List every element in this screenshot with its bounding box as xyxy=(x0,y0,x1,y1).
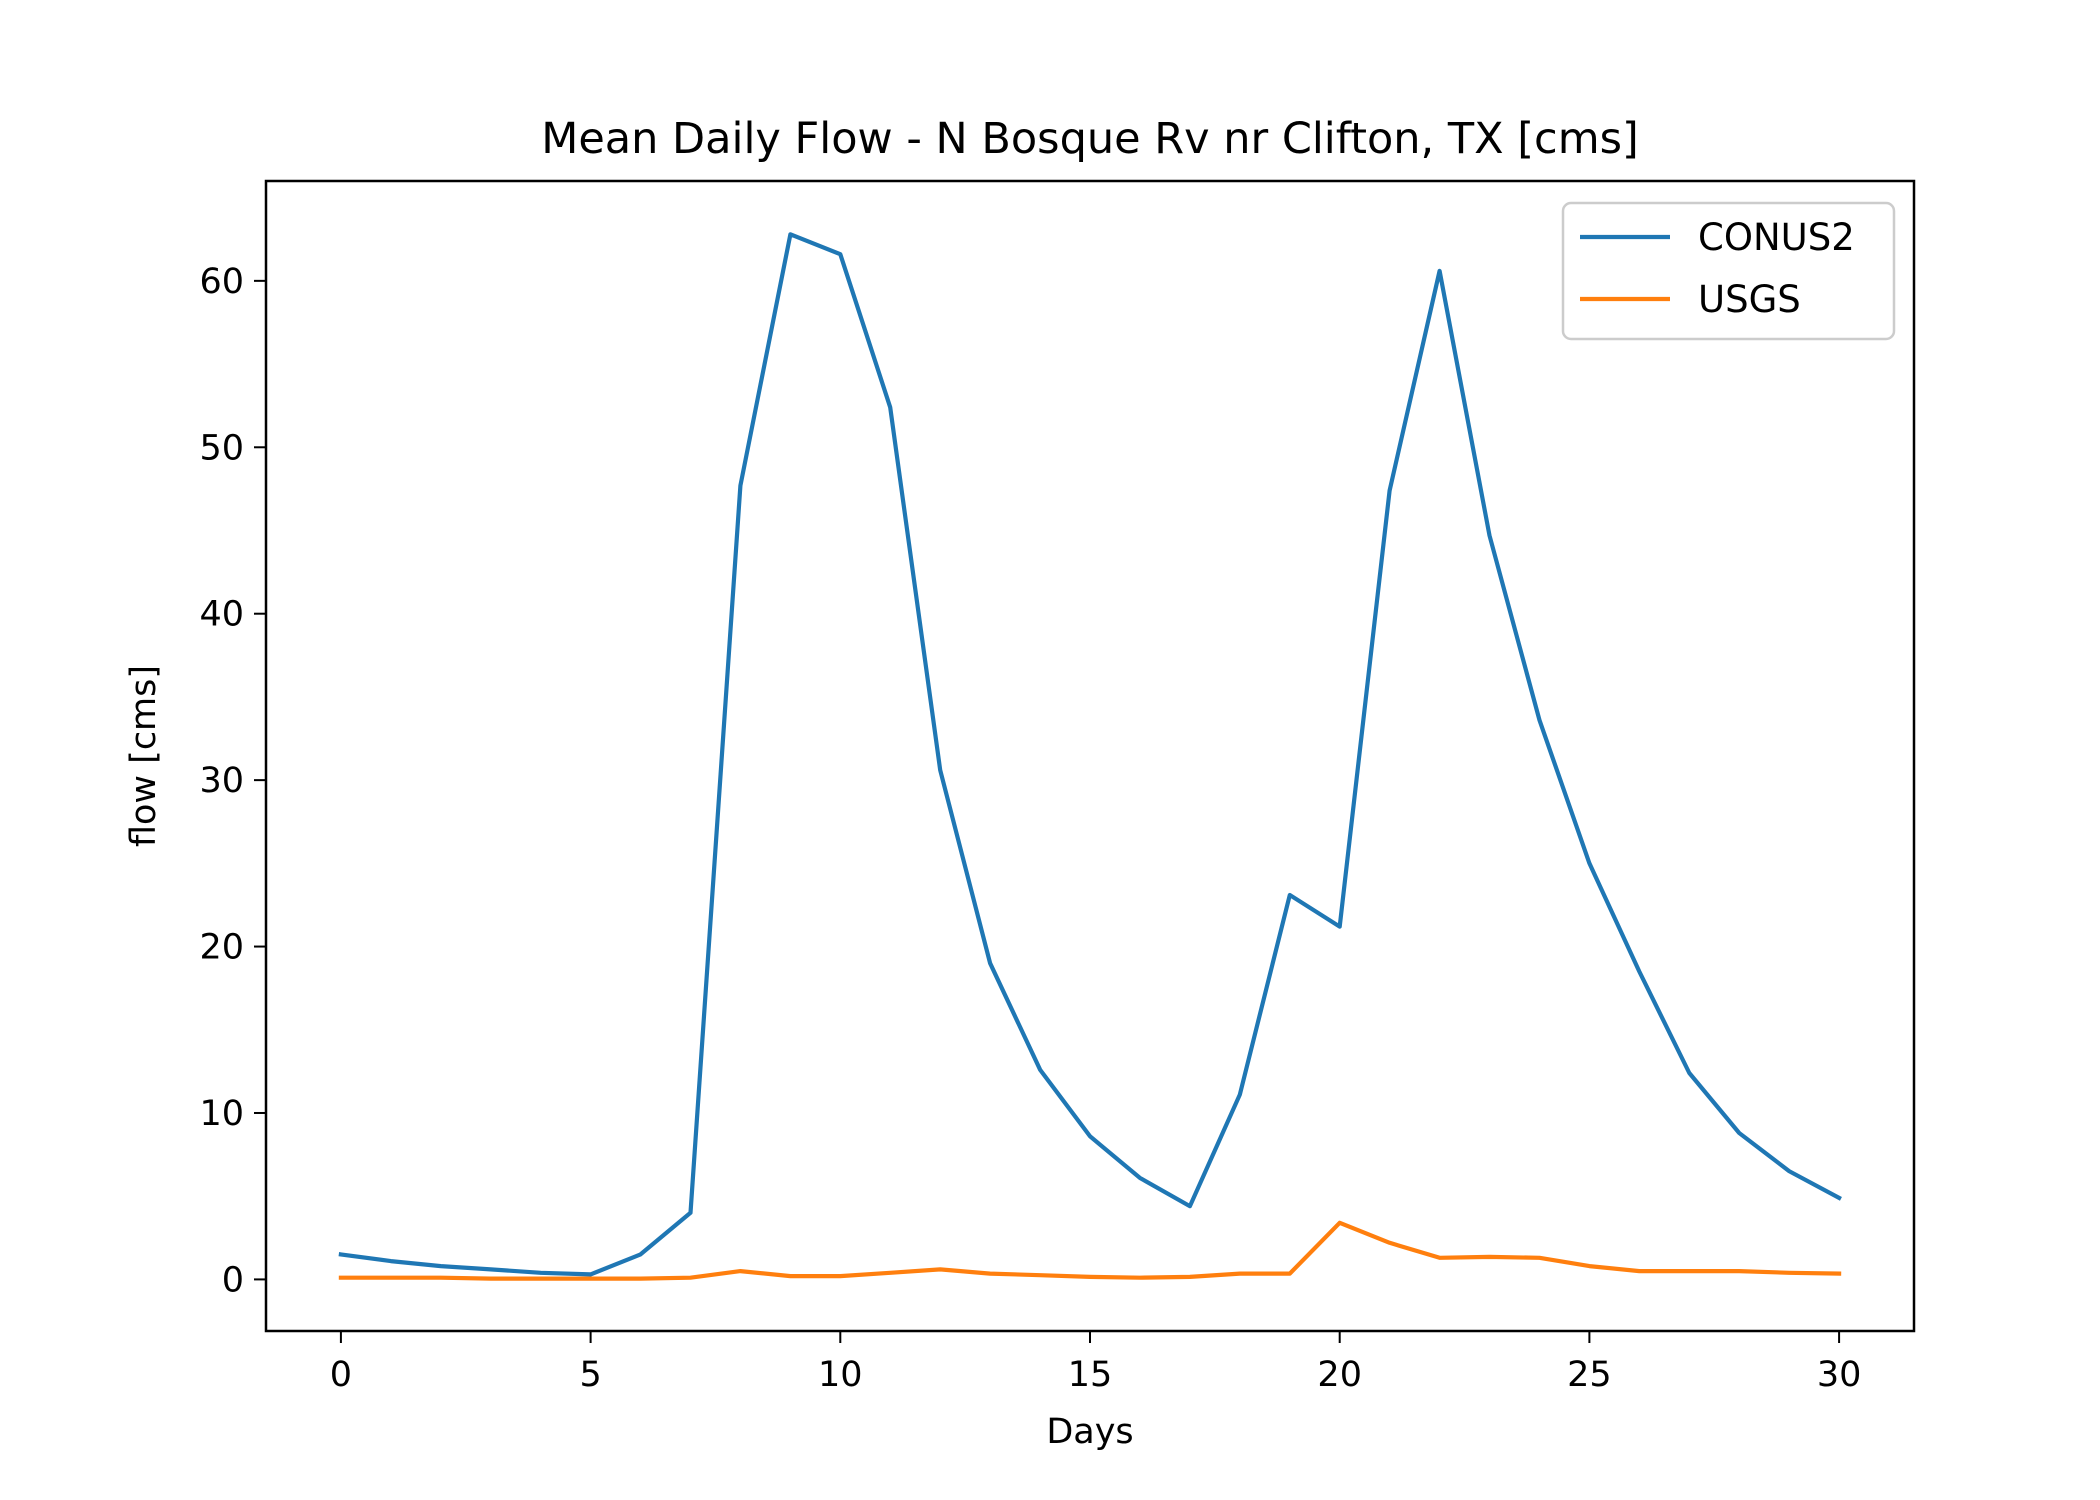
x-tick-label: 30 xyxy=(1817,1355,1862,1395)
plot-lines xyxy=(338,232,1842,1281)
plot-frame xyxy=(264,179,1916,1333)
legend: CONUS2 USGS xyxy=(1561,201,1896,341)
y-axis-label: flow [cms] xyxy=(124,665,164,847)
x-axis-ticks: 0 5 10 15 20 25 30 xyxy=(330,1331,1862,1395)
x-tick-label: 20 xyxy=(1317,1355,1362,1395)
x-tick-label: 10 xyxy=(818,1355,863,1395)
y-tick-label: 40 xyxy=(199,595,244,635)
chart-title: Mean Daily Flow - N Bosque Rv nr Clifton… xyxy=(541,114,1639,164)
y-tick-label: 20 xyxy=(199,928,244,968)
y-axis-ticks: 0 10 20 30 40 50 60 xyxy=(199,262,266,1300)
series-line-conus2 xyxy=(338,232,1842,1277)
legend-label-conus2: CONUS2 xyxy=(1698,216,1855,259)
y-tick-label: 60 xyxy=(199,262,244,302)
y-tick-label: 30 xyxy=(199,761,244,801)
series-line-usgs xyxy=(338,1220,1842,1281)
y-tick-label: 0 xyxy=(222,1260,244,1300)
y-tick-label: 50 xyxy=(199,428,244,468)
x-tick-label: 15 xyxy=(1068,1355,1113,1395)
x-axis-label: Days xyxy=(1046,1412,1133,1452)
y-tick-label: 10 xyxy=(199,1094,244,1134)
x-tick-label: 25 xyxy=(1567,1355,1612,1395)
legend-label-usgs: USGS xyxy=(1698,278,1801,321)
x-tick-label: 5 xyxy=(579,1355,601,1395)
x-tick-label: 0 xyxy=(330,1355,352,1395)
